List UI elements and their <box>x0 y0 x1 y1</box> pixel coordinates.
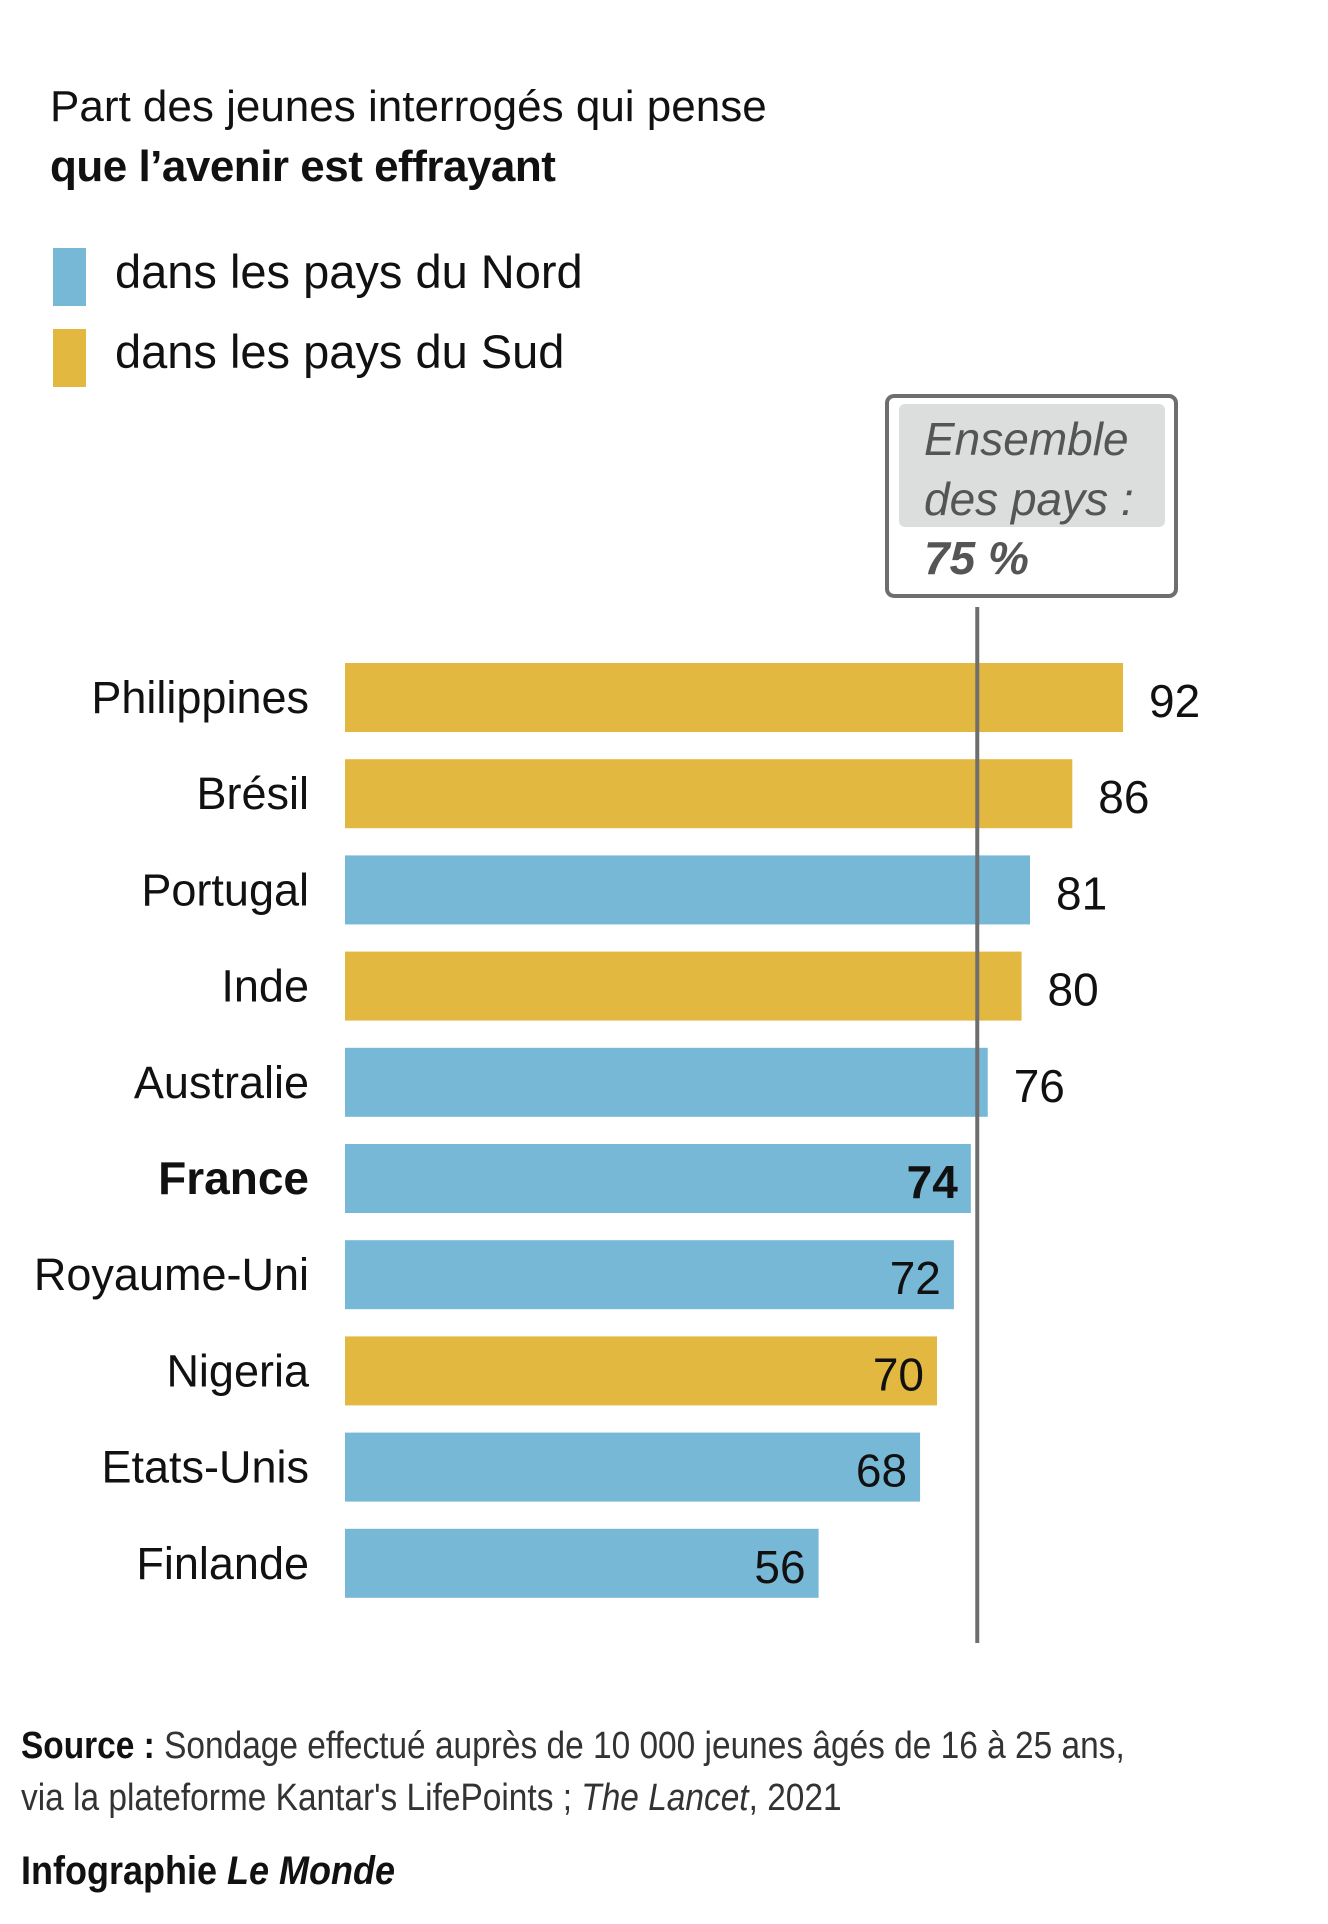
value-label: 68 <box>856 1445 907 1497</box>
category-label: Philippines <box>91 672 309 723</box>
legend-label-sud: dans les pays du Sud <box>115 325 565 378</box>
value-label: 92 <box>1149 675 1200 727</box>
category-label: Brésil <box>196 768 309 819</box>
bars <box>345 663 1124 1598</box>
bar-philippines <box>345 663 1124 732</box>
category-label: France <box>158 1152 309 1204</box>
value-label: 74 <box>907 1156 959 1208</box>
source-text-1: Sondage effectué auprès de 10 000 jeunes… <box>164 1725 1125 1767</box>
source-text-2b: , 2021 <box>748 1777 842 1819</box>
category-label: Royaume-Uni <box>34 1249 309 1300</box>
chart-subtitle: que l’avenir est effrayant <box>50 142 556 191</box>
value-label: 76 <box>1014 1060 1065 1112</box>
category-label: Australie <box>134 1057 309 1108</box>
source-label: Source : <box>21 1725 155 1767</box>
source-line-1: Source : Sondage effectué auprès de 10 0… <box>21 1723 1125 1769</box>
category-label: Finlande <box>136 1538 309 1589</box>
value-label: 56 <box>754 1541 805 1593</box>
source-text-2a: via la plateforme Kantar's LifePoints ; <box>21 1777 582 1819</box>
bar-portugal <box>345 855 1031 925</box>
bar-etats-unis <box>345 1432 921 1502</box>
source-publication: The Lancet <box>581 1777 749 1819</box>
credit: Infographie Le Monde <box>21 1848 395 1894</box>
average-label-value: 75 % <box>924 532 1029 584</box>
chart-title: Part des jeunes interrogés qui pense <box>50 82 767 131</box>
credit-publisher: Le Monde <box>227 1849 396 1893</box>
average-label-line2: des pays : <box>924 473 1134 525</box>
credit-text: Infographie <box>21 1849 228 1893</box>
category-labels: Philippines Brésil Portugal Inde Australie Fr… <box>34 672 310 1589</box>
source-line-2: via la plateforme Kantar's LifePoints ; … <box>21 1775 842 1821</box>
legend-swatch-sud <box>53 329 86 387</box>
value-label: 86 <box>1098 771 1149 823</box>
legend-swatch-nord <box>53 248 86 306</box>
category-label: Etats-Unis <box>101 1442 309 1493</box>
average-annotation: Ensemble des pays : 75 % <box>885 394 1178 598</box>
average-annotation-panel <box>899 404 1165 527</box>
legend-label-nord: dans les pays du Nord <box>115 245 583 298</box>
value-label: 80 <box>1048 964 1099 1016</box>
category-label: Nigeria <box>166 1345 310 1396</box>
bar-nigeria <box>345 1336 937 1406</box>
category-label: Inde <box>221 961 309 1012</box>
average-label-line1: Ensemble <box>924 413 1129 465</box>
value-label: 70 <box>873 1348 924 1400</box>
bar-royaume-uni <box>345 1240 954 1310</box>
bar-br-sil <box>345 759 1073 829</box>
category-label: Portugal <box>141 864 309 915</box>
bar-australie <box>345 1047 988 1117</box>
bar-inde <box>345 951 1022 1021</box>
bar-finlande <box>345 1528 819 1598</box>
bar-france <box>345 1144 971 1213</box>
value-label: 81 <box>1056 867 1107 919</box>
value-label: 72 <box>890 1252 941 1304</box>
